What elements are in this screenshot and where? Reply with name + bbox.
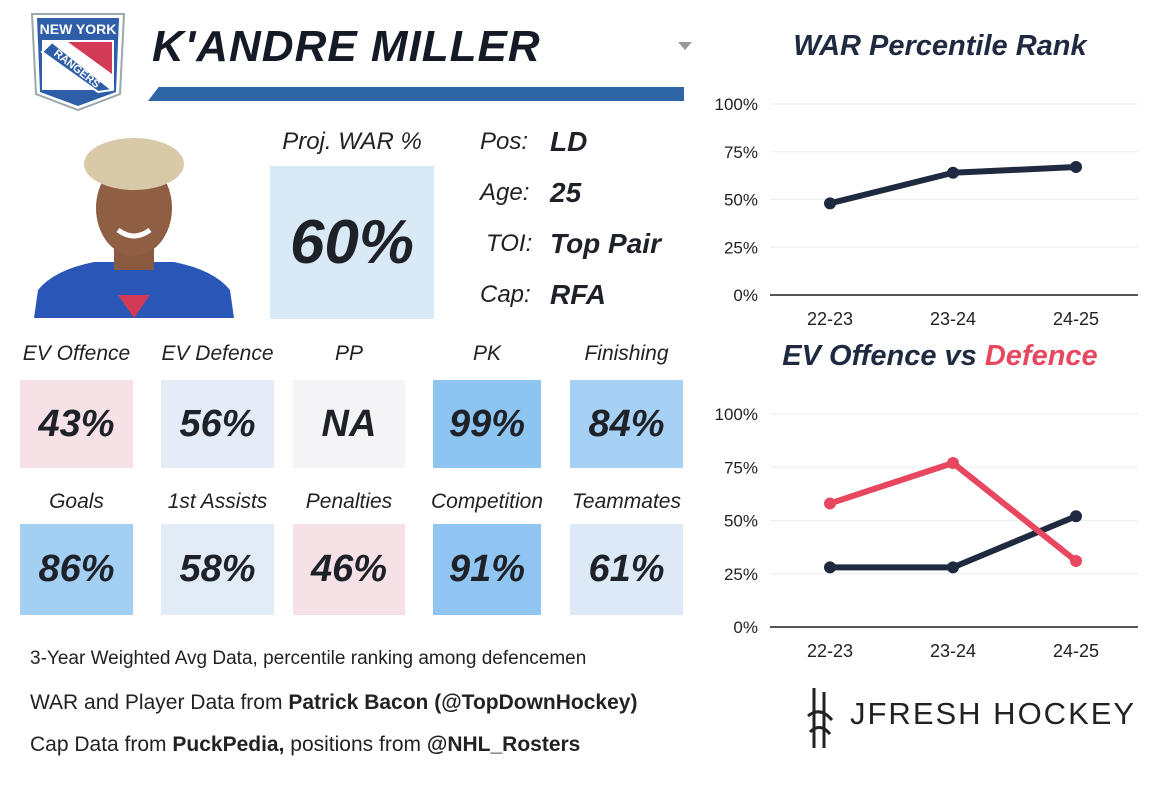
x-tick-label: 23-24 xyxy=(930,309,976,329)
tile-value-pk: 99% xyxy=(433,380,541,468)
tile-label-competition: Competition xyxy=(430,490,544,513)
tile-label-ev-offence: EV Offence xyxy=(22,342,131,365)
y-tick-label: 25% xyxy=(724,565,758,584)
tile-value-pp: NA xyxy=(293,380,405,468)
chart-title-ev: EV Offence vs Defence xyxy=(740,340,1140,373)
tile-value-goals: 86% xyxy=(20,524,133,615)
y-tick-label: 100% xyxy=(715,405,758,424)
proj-war-label: Proj. WAR % xyxy=(282,128,422,155)
logo-text: NEW YORK xyxy=(40,21,117,37)
footer-credit-cap: Cap Data from PuckPedia, positions from … xyxy=(30,733,580,757)
dropdown-caret-icon[interactable] xyxy=(678,42,692,50)
brand-name: JFRESH HOCKEY xyxy=(850,696,1137,731)
y-tick-label: 50% xyxy=(724,512,758,531)
cap-label: Cap: xyxy=(480,281,531,308)
tile-value-competition: 91% xyxy=(433,524,541,615)
footer-text: Cap Data from xyxy=(30,733,173,756)
tile-label-ev-defence: EV Defence xyxy=(161,342,274,365)
x-tick-label: 22-23 xyxy=(807,641,853,661)
toi-value: Top Pair xyxy=(550,228,661,259)
footer-source: Patrick Bacon (@TopDownHockey) xyxy=(288,691,638,714)
footer-text: WAR and Player Data from xyxy=(30,691,289,714)
data-point-ev-offence xyxy=(1070,510,1082,523)
tile-label-goals: Goals xyxy=(49,490,104,513)
tile-value-penalties: 46% xyxy=(293,524,405,615)
data-point-war xyxy=(824,197,836,210)
rangers-logo: NEW YORK RANGERS xyxy=(30,13,126,112)
data-point-ev-defence xyxy=(1070,554,1082,567)
data-point-ev-defence xyxy=(947,456,959,469)
y-tick-label: 75% xyxy=(724,143,758,162)
y-tick-label: 25% xyxy=(724,238,758,257)
tile-label-penalties: Penalties xyxy=(305,490,393,513)
age-label: Age: xyxy=(480,179,530,206)
y-tick-label: 50% xyxy=(724,191,758,210)
pos-label: Pos: xyxy=(480,128,529,155)
player-name: K'ANDRE MILLER xyxy=(152,22,541,71)
tile-value-ev-defence: 56% xyxy=(161,380,274,468)
footer-source: PuckPedia, xyxy=(172,733,285,756)
series-line-ev-defence xyxy=(829,459,1078,564)
y-tick-label: 0% xyxy=(733,286,758,305)
chart-title-part: EV Offence vs xyxy=(782,340,985,372)
age-value: 25 xyxy=(550,177,582,208)
chart-title-war: WAR Percentile Rank xyxy=(793,30,1087,62)
tile-value-teammates: 61% xyxy=(570,524,683,615)
y-tick-label: 75% xyxy=(724,458,758,477)
y-tick-label: 0% xyxy=(733,618,758,637)
player-photo xyxy=(34,138,234,318)
tile-value-finishing: 84% xyxy=(570,380,683,468)
data-point-ev-offence xyxy=(947,561,959,574)
data-point-war xyxy=(947,166,959,179)
footer-note: 3-Year Weighted Avg Data, percentile ran… xyxy=(30,648,587,669)
series-line-ev-offence xyxy=(830,513,1078,571)
footer-credit-war: WAR and Player Data from Patrick Bacon (… xyxy=(30,691,637,715)
data-point-war xyxy=(1070,161,1082,174)
tile-label-finishing: Finishing xyxy=(584,342,669,365)
tile-value-ev-offence: 43% xyxy=(20,380,133,468)
tile-label-1st-assists: 1st Assists xyxy=(167,490,268,513)
x-tick-label: 23-24 xyxy=(930,641,976,661)
tile-label-teammates: Teammates xyxy=(572,490,681,513)
chart-title-part-defence: Defence xyxy=(984,340,1098,372)
x-tick-label: 22-23 xyxy=(807,309,853,329)
toi-label: TOI: xyxy=(486,230,533,257)
tile-label-pp: PP xyxy=(334,342,363,365)
tile-value-1st-assists: 58% xyxy=(161,524,274,615)
y-tick-label: 100% xyxy=(715,95,758,114)
footer-text: positions from xyxy=(284,733,427,756)
data-point-ev-offence xyxy=(824,561,836,574)
title-underline-bar xyxy=(148,87,684,101)
pos-value: LD xyxy=(550,126,588,157)
jfresh-logo-icon xyxy=(807,688,834,748)
x-tick-label: 24-25 xyxy=(1053,309,1099,329)
cap-value: RFA xyxy=(550,279,606,310)
footer-source: @NHL_Rosters xyxy=(426,733,581,756)
proj-war-value: 60% xyxy=(270,166,434,319)
x-tick-label: 24-25 xyxy=(1053,641,1099,661)
tile-label-pk: PK xyxy=(472,342,501,365)
data-point-ev-defence xyxy=(824,497,836,510)
